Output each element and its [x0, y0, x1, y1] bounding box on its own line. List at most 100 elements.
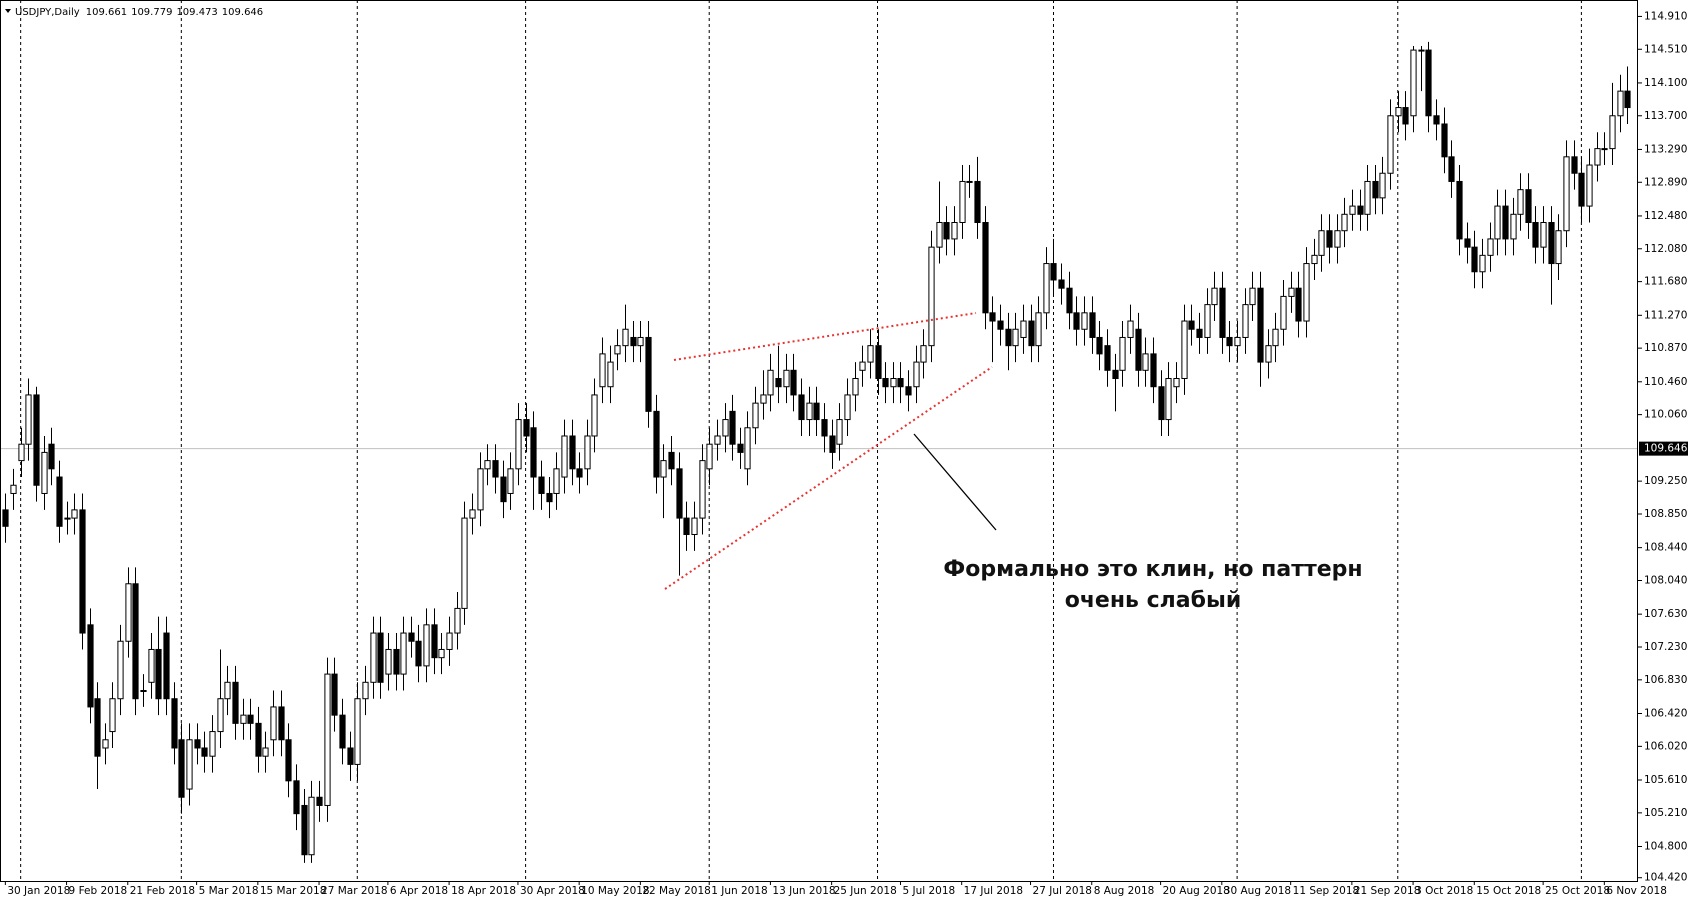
- candle-body: [622, 328, 629, 347]
- header: USDJPY,Daily 109.661 109.779 109.473 109.646: [5, 7, 263, 18]
- x-tick-label: 22 May 2018: [642, 885, 710, 897]
- candle-body: [1601, 148, 1608, 151]
- candle-body: [722, 419, 729, 437]
- y-tick-label: 111.270: [1644, 309, 1687, 321]
- x-tick-label: 5 Mar 2018: [199, 885, 259, 897]
- y-tick-label: 104.420: [1644, 872, 1687, 884]
- candle-body: [461, 517, 468, 609]
- candle-body: [1387, 115, 1394, 174]
- candle-body: [1150, 353, 1157, 388]
- candle-body: [163, 632, 170, 700]
- candle-body: [1272, 328, 1279, 347]
- candle-body: [1311, 254, 1318, 265]
- candle-body: [1364, 180, 1371, 215]
- candle-body: [102, 739, 109, 749]
- y-tick-label: 113.700: [1644, 110, 1687, 122]
- candle-body: [301, 804, 308, 856]
- candle-body: [714, 435, 721, 445]
- candle-body: [829, 435, 836, 453]
- candle-body: [1464, 238, 1471, 248]
- candle-body: [484, 460, 491, 470]
- y-tick-label: 112.890: [1644, 176, 1687, 188]
- candle-body: [1257, 287, 1264, 363]
- candle-body: [194, 739, 201, 749]
- candle-body: [1395, 107, 1402, 117]
- y-tick-label: 112.080: [1644, 243, 1687, 255]
- candle-body: [1081, 312, 1088, 330]
- candle-body: [377, 632, 384, 683]
- candle-body: [1158, 386, 1165, 421]
- candle-body: [591, 394, 598, 437]
- candle-body: [492, 460, 499, 478]
- candle-body: [33, 394, 40, 486]
- candle-body: [760, 394, 767, 404]
- candle-body: [71, 509, 78, 519]
- candle-body: [1349, 205, 1356, 215]
- candle-body: [676, 468, 683, 519]
- candle-body: [737, 443, 744, 453]
- candle-body: [1425, 49, 1432, 117]
- candle-body: [576, 468, 583, 478]
- candle-body: [217, 698, 224, 733]
- candle-body: [844, 394, 851, 421]
- x-tick-label: 13 Jun 2018: [772, 885, 835, 897]
- candle-body: [331, 673, 338, 716]
- x-tick-label: 30 Jan 2018: [7, 885, 70, 897]
- candle-body: [538, 476, 545, 494]
- y-tick-label: 111.680: [1644, 276, 1687, 288]
- candle-body: [477, 468, 484, 511]
- candle-body: [1624, 90, 1631, 109]
- y-tick-label: 114.910: [1644, 10, 1687, 22]
- candle-body: [989, 312, 996, 322]
- candle-body: [1578, 172, 1585, 207]
- candle-body: [1204, 304, 1211, 338]
- candle-body: [1326, 230, 1333, 248]
- candle-body: [1563, 156, 1570, 232]
- candle-body: [1448, 156, 1455, 182]
- wedge-lower-line: [664, 366, 993, 590]
- candle-body: [897, 378, 904, 388]
- y-tick-label: 110.870: [1644, 342, 1687, 354]
- candle-body: [1617, 90, 1624, 117]
- x-tick-label: 27 Jul 2018: [1033, 885, 1092, 897]
- x-tick-label: 20 Aug 2018: [1163, 885, 1230, 897]
- candle-body: [1341, 213, 1348, 232]
- candle-body: [117, 640, 124, 700]
- candle-body: [614, 345, 621, 355]
- candle-body: [469, 509, 476, 519]
- candle-body: [1127, 320, 1134, 338]
- candle-body: [408, 632, 415, 642]
- candle-body: [1249, 287, 1256, 306]
- candle-body: [385, 648, 392, 675]
- candle-body: [1226, 336, 1233, 347]
- candle-body: [1188, 320, 1195, 330]
- candle-body: [706, 443, 713, 470]
- candle-body: [1234, 336, 1241, 347]
- y-tick-label: 105.210: [1644, 807, 1687, 819]
- x-tick-label: 6 Nov 2018: [1606, 885, 1667, 897]
- candle-body: [94, 698, 101, 757]
- candle-body: [247, 714, 254, 724]
- candle-body: [1196, 328, 1203, 338]
- candle-body: [1372, 180, 1379, 199]
- candle-body: [1571, 156, 1578, 174]
- candle-body: [1050, 263, 1057, 281]
- candle-body: [1540, 222, 1547, 248]
- candle-body: [890, 378, 897, 388]
- candle-body: [683, 517, 690, 536]
- candle-body: [836, 419, 843, 445]
- candle-body: [546, 492, 553, 503]
- candle-body: [1073, 312, 1080, 330]
- candle-body: [1096, 336, 1103, 355]
- x-tick-label: 25 Jun 2018: [834, 885, 897, 897]
- candle-body: [347, 747, 354, 765]
- quote-low: 109.473: [176, 7, 217, 18]
- candle-body: [1058, 279, 1065, 289]
- candle-body: [798, 394, 805, 421]
- y-tick-label: 106.830: [1644, 674, 1687, 686]
- candle-body: [1020, 320, 1027, 338]
- candle-body: [1066, 287, 1073, 314]
- candle-body: [859, 361, 866, 371]
- candle-body: [48, 443, 55, 470]
